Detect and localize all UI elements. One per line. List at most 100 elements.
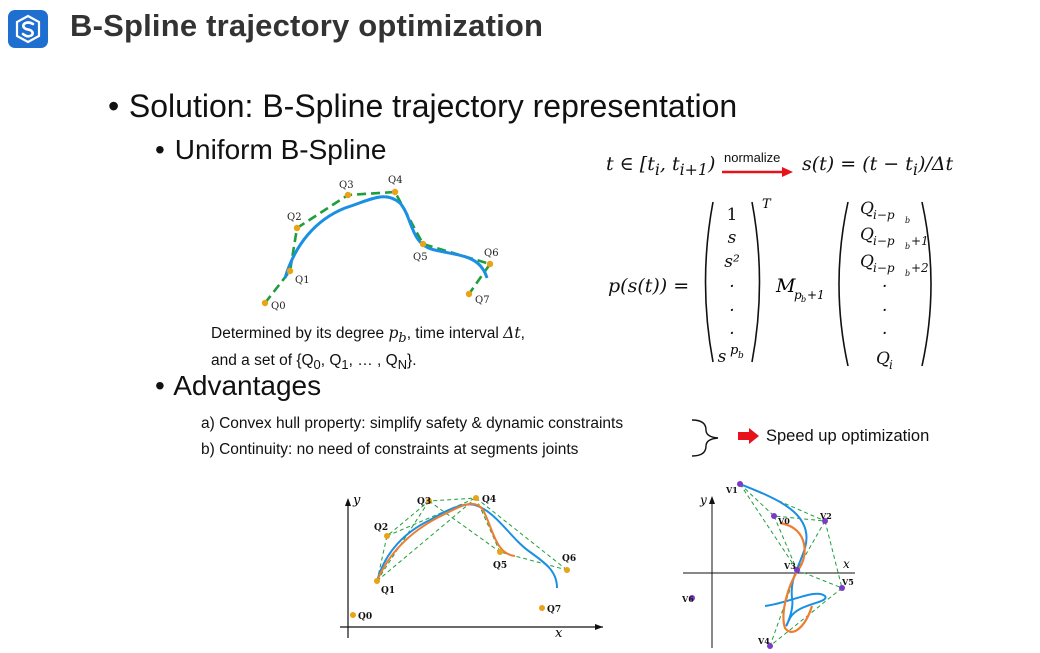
vector-q-entry: Q (876, 349, 890, 369)
vector-q-subscript: i (889, 358, 893, 372)
control-point (419, 240, 427, 248)
bullet-advantages: • Advantages (155, 370, 322, 401)
control-point (465, 290, 473, 298)
vector-q-entry: Q (860, 252, 874, 272)
exponent-b: b (738, 351, 744, 361)
vertex-label: V5 (841, 577, 854, 587)
axis-x-label: x (555, 626, 563, 641)
point-label: Q3 (339, 180, 354, 191)
control-point (426, 498, 432, 504)
control-vertex (689, 595, 695, 601)
caption-line-2: and a set of {Q0, Q1, … , QN}. (211, 352, 417, 373)
point-label: Q7 (547, 605, 561, 615)
equation-lhs: p(s(t)) = (608, 275, 689, 297)
result-arrow-icon (738, 428, 759, 444)
vector-q-subscript: i−p (873, 234, 895, 248)
bspline-curve (283, 195, 489, 279)
axis-x-label: x (843, 557, 850, 571)
bullet-solution-text: Solution: B-Spline trajectory representa… (128, 88, 738, 124)
vertex-label: V3 (783, 561, 796, 571)
vector-q-subsubscript: b (905, 269, 910, 278)
blue-spline (739, 483, 827, 627)
transpose-mark: T (762, 197, 772, 212)
vector-q-entry: · (882, 277, 887, 297)
slide-title: B-Spline trajectory optimization (70, 8, 544, 43)
control-vertex (794, 567, 800, 573)
control-point (497, 549, 503, 555)
control-vertex (822, 518, 828, 524)
normalized-time-equation: s(t) = (t − ti)/Δt (802, 153, 954, 179)
vector-q-subscript: i−p (873, 208, 895, 222)
point-label: Q2 (287, 212, 302, 223)
vector-q-subsubscript: b (905, 242, 910, 251)
time-equation: t ∈ [ti, ti+1) (606, 153, 716, 179)
control-vertex (771, 513, 777, 519)
bullet-uniform: • Uniform B-Spline (155, 134, 387, 165)
control-point (384, 533, 390, 539)
axis-y-label: y (699, 493, 707, 507)
vector-q-entry: · (882, 301, 887, 321)
point-label: Q6 (562, 554, 576, 564)
orange-spline (376, 502, 516, 582)
point-label: Q0 (271, 301, 286, 312)
basis-matrix-symbol: M (775, 275, 796, 297)
matrix-sub-tail: +1 (807, 288, 825, 302)
normalize-label: normalize (724, 150, 781, 165)
control-vertex (839, 585, 845, 591)
advantage-a: a) Convex hull property: simplify safety… (201, 415, 624, 432)
point-label: Q0 (358, 612, 372, 622)
caption-line-1: Determined by its degree pb, time interv… (211, 324, 525, 347)
vector-q-tail: +1 (911, 234, 929, 248)
vector-s-entry: 1 (727, 205, 738, 225)
point-label: Q4 (482, 495, 496, 505)
vertex-label: V2 (819, 511, 832, 521)
vertex-label: V6 (681, 594, 694, 604)
control-point (286, 267, 294, 275)
uniform-bspline-figure: Q0 Q1 Q2 Q3 Q4 Q5 Q6 Q7 (261, 175, 499, 312)
point-label: Q7 (475, 295, 490, 306)
point-label: Q2 (374, 523, 388, 533)
control-point (293, 224, 301, 232)
control-vertex (737, 481, 743, 487)
control-point (564, 567, 570, 573)
advantage-b: b) Continuity: no need of constraints at… (201, 441, 579, 458)
point-label: Q5 (413, 252, 428, 263)
blue-spline (376, 503, 558, 589)
point-label: Q1 (295, 275, 310, 286)
vector-q-entry: Q (860, 199, 874, 219)
control-vertices-figure: x y V1 V0 V2 V3 V5 V4 V6 (681, 481, 855, 649)
point-label: Q6 (484, 248, 499, 259)
logo (8, 10, 48, 48)
control-point (350, 612, 356, 618)
vector-s-entry: · (729, 277, 734, 297)
point-label: Q4 (388, 175, 403, 186)
control-point (344, 191, 352, 199)
vector-q-entry: · (882, 324, 887, 344)
matrix-sub-p: p (794, 288, 802, 302)
control-point (261, 299, 269, 307)
point-label: Q1 (381, 586, 395, 596)
exponent-p: p (730, 343, 739, 358)
control-point (374, 578, 380, 584)
vector-s-entry: s² (724, 252, 740, 272)
bullet-advantages-text: Advantages (173, 370, 322, 401)
point-label: Q3 (417, 497, 431, 507)
vertex-label: V1 (725, 485, 738, 495)
matrix-sub-b: b (801, 295, 806, 304)
axis-y-label: y (352, 493, 361, 508)
control-vertex (767, 643, 773, 649)
control-point (539, 605, 545, 611)
vertex-label: V4 (757, 636, 770, 646)
vector-q-subscript: i−p (873, 261, 895, 275)
vector-q-entry: Q (860, 225, 874, 245)
bullet-uniform-text: Uniform B-Spline (174, 134, 387, 165)
vector-q-tail: +2 (911, 261, 929, 275)
vector-s-entry: s (718, 347, 727, 367)
s-logo-icon (15, 14, 41, 44)
vector-q-subsubscript: b (905, 216, 910, 225)
point-label: Q5 (493, 561, 507, 571)
normalize-arrow-icon (722, 167, 793, 177)
orange-spline (779, 521, 814, 633)
control-point (486, 260, 494, 268)
control-point (473, 495, 479, 501)
